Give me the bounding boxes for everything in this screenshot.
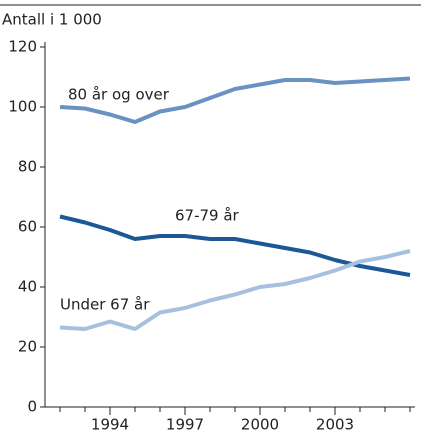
y-tick-label: 0 xyxy=(27,398,37,416)
series-label: Under 67 år xyxy=(60,296,150,314)
x-tick-label: 2000 xyxy=(241,416,279,432)
y-tick-label: 60 xyxy=(18,218,37,236)
y-axis-title: Antall i 1 000 xyxy=(2,11,102,29)
y-tick-label: 80 xyxy=(18,158,37,176)
y-tick-label: 120 xyxy=(8,38,37,56)
x-tick-label: 2003 xyxy=(316,416,354,432)
series-line xyxy=(59,214,411,277)
series-line xyxy=(59,76,411,124)
y-tick-label: 40 xyxy=(18,278,37,296)
series-line xyxy=(59,249,411,331)
series-label: 80 år og over xyxy=(68,86,170,104)
series-label: 67-79 år xyxy=(175,207,240,225)
y-tick-label: 100 xyxy=(8,98,37,116)
x-tick-label: 1994 xyxy=(91,416,129,432)
x-tick-label: 1997 xyxy=(166,416,204,432)
y-tick-label: 20 xyxy=(18,338,37,356)
